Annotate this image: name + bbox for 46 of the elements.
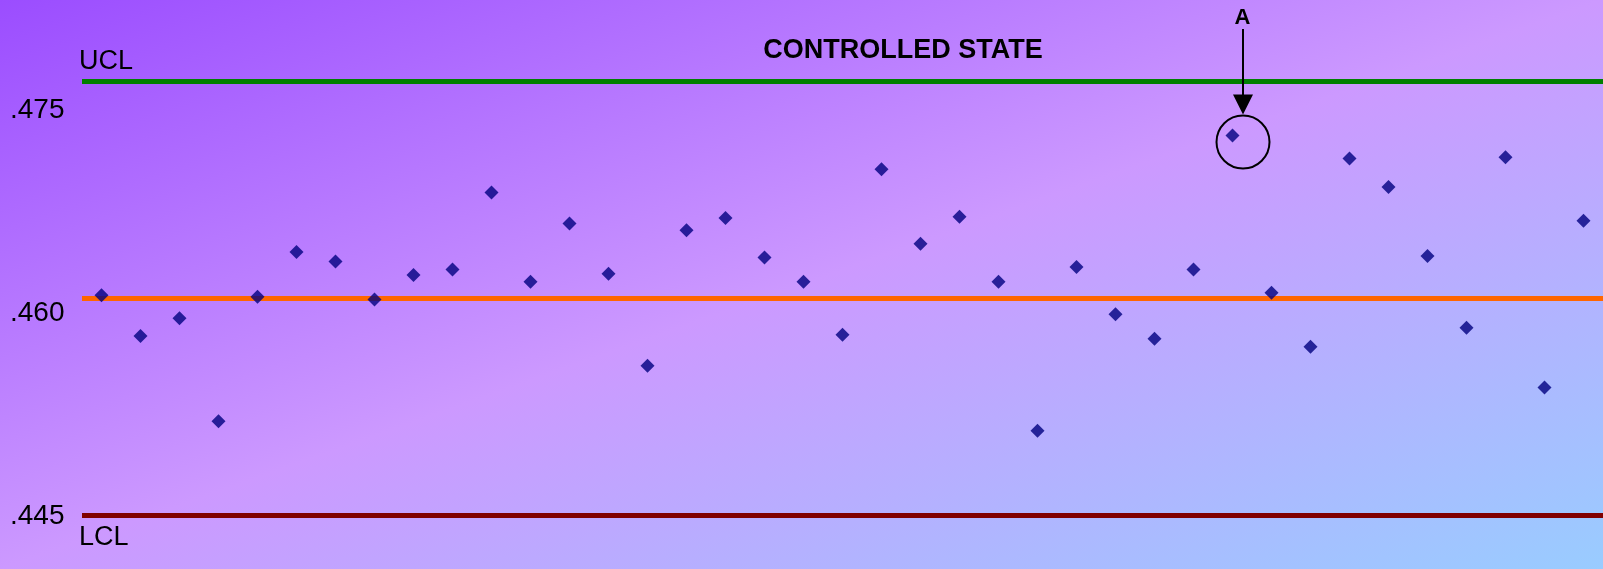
point bbox=[1069, 259, 1084, 274]
point bbox=[913, 236, 928, 251]
point bbox=[523, 274, 538, 289]
point bbox=[289, 244, 304, 259]
point bbox=[1225, 128, 1240, 143]
point bbox=[874, 162, 889, 177]
point bbox=[1186, 262, 1201, 277]
y-tick-label: .475 bbox=[10, 92, 65, 124]
point bbox=[640, 358, 655, 373]
point bbox=[133, 328, 148, 343]
annotation: A bbox=[1233, 4, 1252, 30]
point bbox=[796, 274, 811, 289]
point bbox=[679, 223, 694, 238]
point bbox=[1264, 285, 1279, 300]
point bbox=[172, 311, 187, 326]
y-tick-label: .445 bbox=[10, 499, 65, 531]
point bbox=[1381, 179, 1396, 194]
point bbox=[1498, 150, 1513, 165]
point bbox=[211, 414, 226, 429]
point bbox=[835, 327, 850, 342]
point bbox=[952, 209, 967, 224]
point bbox=[718, 211, 733, 226]
point bbox=[1303, 339, 1318, 354]
point bbox=[94, 288, 109, 303]
y-tick-label: .460 bbox=[10, 296, 65, 328]
point bbox=[1147, 331, 1162, 346]
point bbox=[367, 292, 382, 307]
point bbox=[406, 268, 421, 283]
text: CONTROLLED STATE bbox=[763, 33, 1043, 64]
point bbox=[328, 254, 343, 269]
point bbox=[1108, 307, 1123, 322]
point bbox=[562, 216, 577, 231]
ref-line-label: UCL bbox=[79, 44, 134, 75]
point bbox=[1030, 423, 1045, 438]
point bbox=[1342, 151, 1357, 166]
point bbox=[1576, 213, 1591, 228]
point bbox=[991, 274, 1006, 289]
point bbox=[484, 185, 499, 200]
point bbox=[757, 250, 772, 265]
point bbox=[1420, 249, 1435, 264]
ref-line-label: LCL bbox=[79, 521, 129, 552]
point bbox=[1537, 380, 1552, 395]
point bbox=[1459, 320, 1474, 335]
point bbox=[601, 266, 616, 281]
point bbox=[445, 262, 460, 277]
point bbox=[250, 289, 265, 304]
